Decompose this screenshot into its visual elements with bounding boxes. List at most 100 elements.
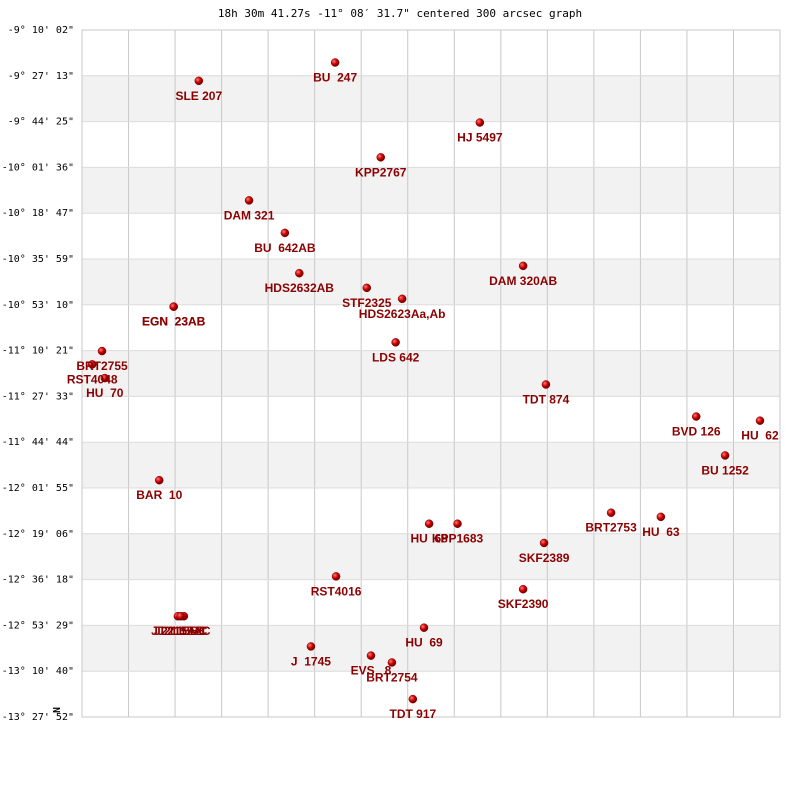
star-marker[interactable] (424, 519, 434, 528)
y-tick-label: -10° 53' 10" (2, 300, 74, 311)
y-tick-label: -9° 27' 13" (8, 71, 74, 82)
y-tick-label: -12° 01' 55" (2, 483, 74, 494)
star-label: BRT2754 (366, 670, 418, 684)
north-indicator: N (52, 707, 63, 713)
star-label: DAM 321 (224, 208, 275, 222)
star-marker[interactable] (755, 416, 765, 425)
star-marker[interactable] (518, 584, 528, 594)
star-label: KPP1683 (432, 532, 484, 546)
star-marker[interactable] (419, 623, 429, 632)
star-marker[interactable] (244, 196, 254, 205)
star-label: HDS2623Aa,Ab (359, 307, 446, 321)
star-label: HDS2632AB (265, 281, 335, 295)
plot-frame (81, 29, 781, 718)
star-label: KPP2767 (355, 165, 407, 179)
star-label: EVS 8 (351, 664, 392, 678)
star-label: RST4016 (311, 584, 362, 598)
star-label: J 2115AB (151, 624, 205, 638)
star-label: BRT2753 (585, 521, 637, 535)
star-marker[interactable] (87, 360, 97, 369)
star-label: EGN 23AB (142, 315, 206, 329)
star-label: HU 69 (405, 636, 443, 650)
star-marker[interactable] (408, 694, 418, 704)
star-label: J 1745 (291, 654, 331, 668)
star-label: SKF2390 (498, 597, 549, 611)
grid-band (82, 625, 780, 672)
star-marker[interactable] (362, 283, 372, 293)
star-marker[interactable] (376, 153, 385, 162)
star-label: BU 1252 (701, 463, 749, 477)
star-label: HJ 5497 (457, 131, 503, 145)
star-marker[interactable] (387, 658, 397, 667)
star-marker[interactable] (541, 380, 551, 389)
star-marker[interactable] (539, 538, 549, 548)
y-tick-label: -12° 19' 06" (2, 529, 74, 540)
star-marker[interactable] (691, 412, 701, 421)
star-marker[interactable] (331, 572, 341, 581)
stars-layer (87, 58, 765, 704)
star-marker[interactable] (397, 294, 407, 304)
y-tick-label: -9° 10' 02" (8, 25, 74, 36)
y-tick-label: -10° 18' 47" (2, 208, 74, 219)
star-marker[interactable] (656, 512, 666, 522)
grid-band (82, 350, 780, 397)
y-tick-label: -9° 44' 25" (8, 117, 74, 128)
star-marker[interactable] (176, 611, 185, 621)
star-label: LDS 642 (372, 350, 420, 364)
star-marker[interactable] (606, 508, 616, 517)
star-label: J 2115AC (157, 624, 211, 638)
star-marker[interactable] (366, 651, 376, 660)
star-marker[interactable] (280, 228, 290, 238)
star-label: TDT 917 (390, 707, 437, 721)
star-label: HU 62 (741, 429, 779, 443)
star-label: DAM 320AB (489, 274, 557, 288)
grid-band (82, 533, 780, 580)
grid-lines (82, 30, 780, 717)
star-marker[interactable] (97, 346, 107, 356)
star-marker[interactable] (518, 261, 528, 271)
y-tick-label: -12° 53' 29" (2, 620, 74, 631)
star-marker[interactable] (306, 642, 316, 651)
chart-title: 18h 30m 41.27s -11° 08′ 31.7" centered 3… (218, 7, 582, 20)
star-label: BAR 10 (136, 488, 182, 502)
star-marker[interactable] (194, 76, 204, 86)
y-tick-label: -11° 10' 21" (2, 346, 74, 357)
y-tick-label: -13° 10' 40" (2, 666, 74, 677)
grid-band (82, 259, 780, 305)
grid-band (82, 167, 780, 214)
y-tick-label: -10° 35' 59" (2, 254, 74, 265)
y-tick-label: -11° 44' 44" (2, 437, 74, 448)
star-label: BU 247 (313, 71, 357, 85)
star-label: HU 68 (410, 532, 448, 546)
y-tick-label: -12° 36' 18" (2, 575, 74, 586)
star-label: SLE 207 (175, 89, 222, 103)
star-label: BU 642AB (254, 241, 316, 255)
star-labels-layer: BU 247 SLE 207 HJ 5497 KPP2767 DAM 321 BU 642… (67, 71, 779, 722)
star-marker[interactable] (330, 58, 340, 67)
star-label: RST4048 (67, 372, 118, 386)
star-marker[interactable] (100, 373, 110, 383)
alternating-bands (82, 75, 780, 672)
star-label: J 2115BC (154, 624, 208, 638)
star-label: TDT 874 (523, 392, 570, 406)
star-marker[interactable] (453, 519, 462, 528)
y-tick-label: -10° 01' 36" (2, 162, 74, 173)
y-axis-tick-labels: -9° 10' 02" -9° 27' 13" -9° 44' 25" -10° 01… (2, 25, 74, 723)
star-label: BRT2755 (76, 359, 128, 373)
star-marker[interactable] (720, 451, 730, 460)
star-label: HU 63 (642, 525, 680, 539)
grid-band (82, 442, 780, 488)
y-tick-label: -13° 27' 52" (2, 712, 74, 723)
y-tick-label: -11° 27' 33" (2, 391, 74, 402)
star-marker[interactable] (295, 268, 304, 278)
star-label: HU 70 (86, 386, 124, 400)
star-label: EGN 23AB (142, 315, 206, 329)
star-label: BVD 126 (672, 425, 721, 439)
star-marker[interactable] (154, 475, 164, 485)
star-label: SKF2389 (519, 551, 570, 565)
star-marker[interactable] (391, 338, 400, 347)
star-label: STF2325 (342, 296, 392, 310)
star-marker[interactable] (169, 302, 178, 311)
star-marker[interactable] (475, 118, 485, 127)
